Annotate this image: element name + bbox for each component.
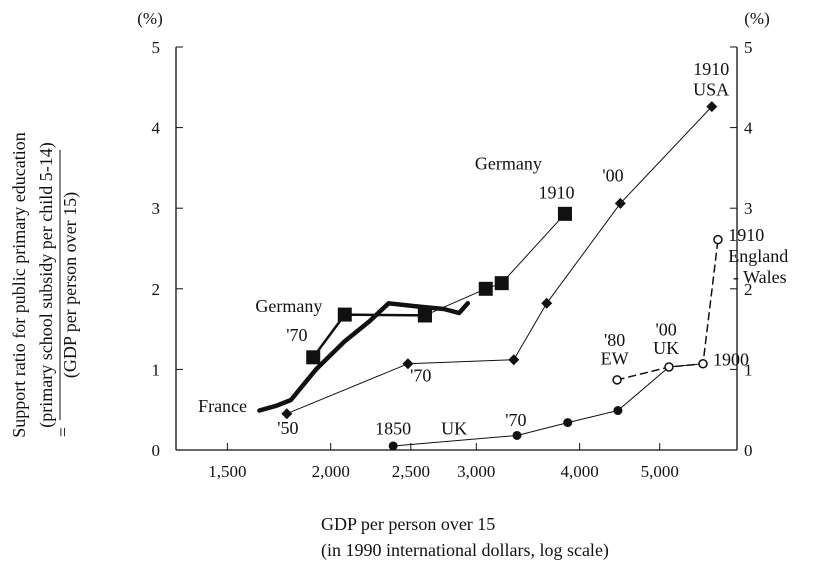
- uk-line: [392, 363, 704, 447]
- annotation-label: Germany: [255, 296, 322, 316]
- germany-point: [417, 308, 432, 323]
- annotation-label: '00: [602, 166, 623, 186]
- y-axis-title-line2: (primary school subsidy per child 5-14): [36, 142, 57, 427]
- annotation-label: - Wales: [733, 267, 787, 287]
- usa-point: [508, 354, 520, 366]
- annotation-label: EW: [601, 349, 629, 369]
- right-y-tick-label: 3: [744, 199, 753, 218]
- usa-series: [281, 101, 718, 420]
- x-axis-title: GDP per person over 15 (in 1990 internat…: [321, 514, 609, 561]
- annotation-label: USA: [693, 79, 729, 99]
- data-series: [257, 101, 723, 451]
- x-axis-title-line2: (in 1990 international dollars, log scal…: [321, 540, 609, 561]
- annotation-label: '70: [286, 325, 307, 345]
- uk-point: [613, 406, 623, 416]
- uk-point: [563, 418, 573, 428]
- axis-ticks: 1,500 2,000 2,500 3,000 4,000 5,000 0 0 1 1 2 2 3 3 4 4…: [152, 38, 754, 481]
- france-line: [257, 301, 471, 413]
- usa-point: [614, 197, 626, 209]
- annotation-label: '00: [656, 320, 677, 340]
- annotation-label: UK: [441, 419, 467, 439]
- left-y-tick-label: 5: [152, 38, 161, 57]
- england-wales-line: [616, 238, 719, 381]
- right-unit-label: (%): [744, 9, 769, 28]
- england-wales-point: [664, 362, 674, 372]
- x-tick-label: 2,000: [312, 462, 350, 481]
- usa-point: [281, 408, 293, 420]
- england-wales-point: [713, 234, 723, 245]
- y-axis-title-line3: (GDP per person over 15): [60, 192, 81, 378]
- left-y-tick-label: 1: [152, 360, 161, 379]
- annotation-label: '70: [505, 410, 526, 430]
- annotation-label: '70: [410, 365, 431, 385]
- germany-point: [478, 281, 493, 296]
- left-y-tick-label: 0: [152, 441, 161, 460]
- germany-point: [306, 350, 321, 365]
- axes: (%) (%): [137, 9, 770, 451]
- annotation-label: Germany: [475, 154, 542, 174]
- annotation-label: '80: [604, 330, 625, 350]
- annotations: France '50 Germany '70 '70 Germany 1910 '00 1910…: [198, 59, 788, 438]
- y-axis-title-equals: =: [53, 427, 73, 437]
- germany-point: [337, 307, 352, 322]
- left-unit-label: (%): [137, 9, 162, 28]
- usa-point: [706, 101, 718, 113]
- england-wales-series: [612, 234, 723, 385]
- annotation-label: England: [728, 246, 788, 266]
- annotation-label: France: [198, 396, 247, 416]
- x-tick-label: 5,000: [641, 462, 679, 481]
- annotation-label: 1850: [375, 419, 411, 439]
- x-tick-label: 4,000: [560, 462, 598, 481]
- germany-point: [557, 206, 572, 221]
- england-wales-point: [698, 359, 708, 369]
- annotation-label: 1910: [728, 225, 764, 245]
- uk-series: [388, 359, 708, 451]
- y-axis-title-line1: Support ratio for public primary educati…: [9, 132, 29, 437]
- france-series: [257, 301, 471, 413]
- uk-point: [512, 430, 522, 440]
- usa-line: [286, 106, 713, 415]
- germany-line: [424, 213, 566, 316]
- uk-point: [388, 441, 398, 451]
- right-y-tick-label: 5: [744, 38, 753, 57]
- x-axis-title-line1: GDP per person over 15: [321, 514, 495, 534]
- right-y-tick-label: 4: [744, 119, 753, 138]
- left-y-tick-label: 2: [152, 280, 161, 299]
- x-tick-label: 3,000: [457, 462, 495, 481]
- annotation-label: 1910: [538, 183, 574, 203]
- x-tick-label: 1,500: [208, 462, 246, 481]
- left-y-tick-label: 4: [152, 119, 161, 138]
- right-y-tick-label: 0: [744, 441, 753, 460]
- annotation-label: 1910: [693, 59, 729, 79]
- right-y-tick-label: 2: [744, 280, 753, 299]
- left-y-tick-label: 3: [152, 199, 161, 218]
- annotation-label: '50: [277, 418, 298, 438]
- germany-series: [417, 206, 572, 323]
- usa-point: [402, 358, 414, 370]
- germany-point: [494, 276, 509, 291]
- y-axis-title: Support ratio for public primary educati…: [9, 132, 81, 437]
- germany-series: [306, 307, 432, 365]
- annotation-label: UK: [653, 338, 679, 358]
- england-wales-point: [612, 375, 622, 385]
- right-y-tick-label: 1: [744, 360, 753, 379]
- x-tick-label: 2,500: [392, 462, 430, 481]
- usa-point: [541, 297, 553, 309]
- annotation-label: 1900: [713, 349, 749, 369]
